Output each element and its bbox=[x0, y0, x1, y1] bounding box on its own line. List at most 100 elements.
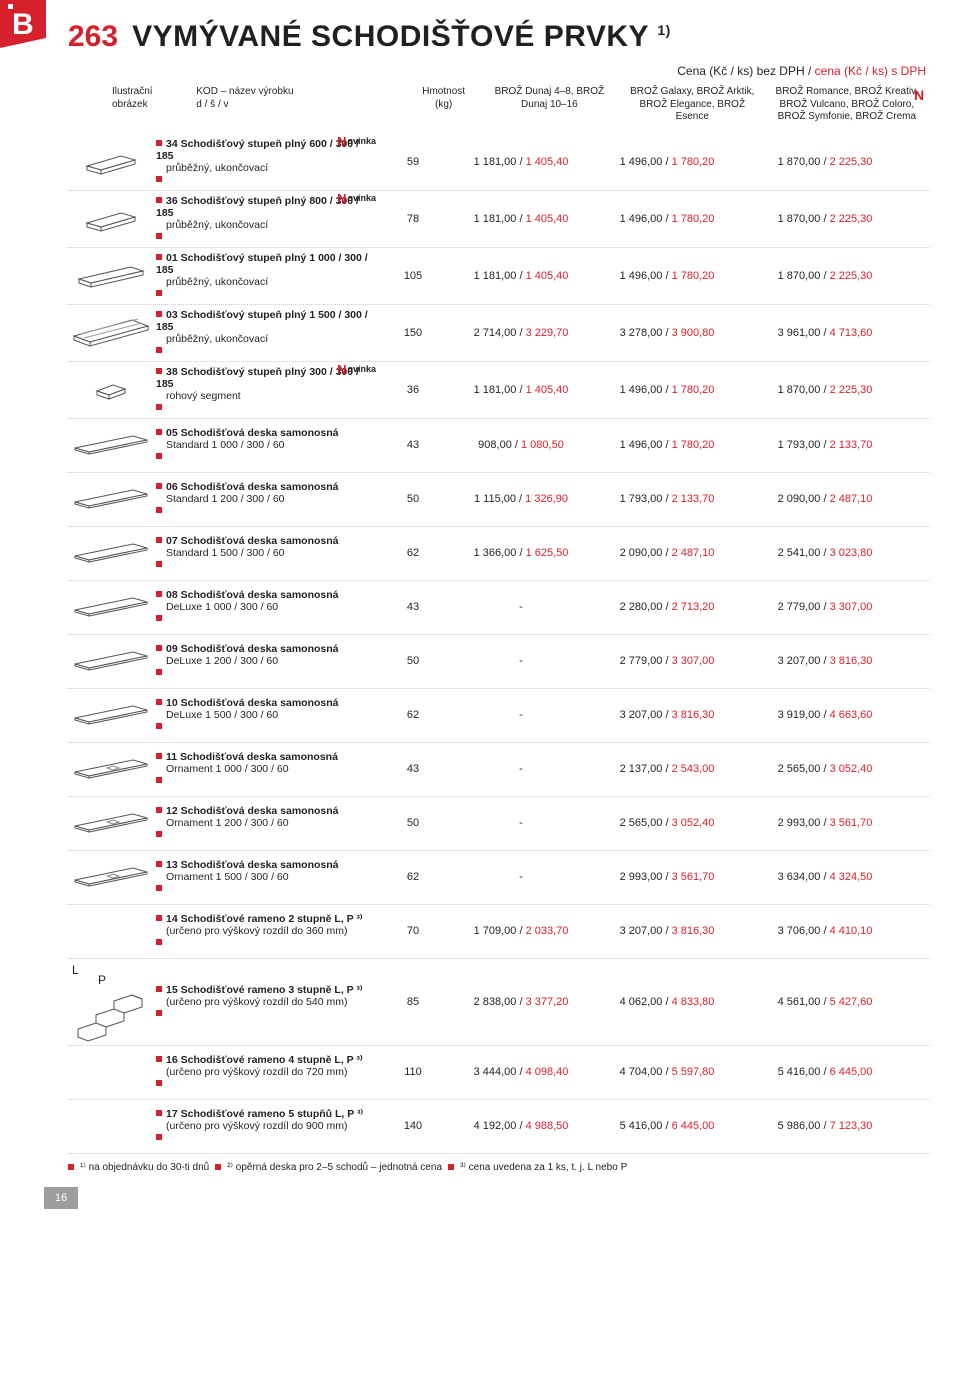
table-row: 05 Schodišťová deska samonosnáStandard 1… bbox=[68, 419, 930, 473]
product-name: 12 Schodišťová deska samonosná bbox=[166, 805, 339, 817]
product-name: 36 Schodišťový stupeň plný 800 / 300 / 1… bbox=[156, 195, 359, 219]
product-sub: Ornament 1 500 / 300 / 60 bbox=[166, 871, 376, 883]
price-col2: 2 779,00 / 3 307,00 bbox=[594, 655, 740, 667]
product-illustration bbox=[68, 650, 154, 672]
product-description: 15 Schodišťové rameno 3 stupně L, P ³⁾(u… bbox=[154, 980, 378, 1024]
price-col3: 2 541,00 / 3 023,80 bbox=[740, 547, 910, 559]
table-row: 17 Schodišťové rameno 5 stupňů L, P ³⁾(u… bbox=[68, 1100, 930, 1154]
product-sub: DeLuxe 1 000 / 300 / 60 bbox=[166, 601, 376, 613]
product-illustration bbox=[68, 261, 154, 291]
bullet-icon bbox=[156, 807, 162, 813]
price-col1: - bbox=[448, 601, 594, 613]
price-col2: 4 704,00 / 5 597,80 bbox=[594, 1066, 740, 1078]
product-name: 10 Schodišťová deska samonosná bbox=[166, 697, 339, 709]
product-sub: Ornament 1 000 / 300 / 60 bbox=[166, 763, 376, 775]
product-illustration bbox=[68, 434, 154, 456]
label-L: L bbox=[72, 963, 79, 977]
bullet-icon bbox=[156, 453, 162, 459]
table-row: Novinka36 Schodišťový stupeň plný 800 / … bbox=[68, 191, 930, 248]
bullet-icon bbox=[215, 1164, 221, 1170]
table-row: 14 Schodišťové rameno 2 stupně L, P ³⁾(u… bbox=[68, 905, 930, 959]
weight-value: 59 bbox=[378, 156, 448, 168]
product-illustration bbox=[68, 316, 154, 350]
weight-value: 50 bbox=[378, 655, 448, 667]
novinka-badge: Novinka bbox=[337, 362, 376, 377]
price-col1: 1 709,00 / 2 033,70 bbox=[448, 925, 594, 937]
price-col1: - bbox=[448, 709, 594, 721]
product-description: 17 Schodišťové rameno 5 stupňů L, P ³⁾(u… bbox=[154, 1104, 378, 1148]
weight-value: 140 bbox=[378, 1120, 448, 1132]
product-description: 16 Schodišťové rameno 4 stupně L, P ³⁾(u… bbox=[154, 1050, 378, 1094]
weight-value: 43 bbox=[378, 439, 448, 451]
badge-logo: B bbox=[0, 0, 46, 48]
price-col3: 4 561,00 / 5 427,60 bbox=[740, 996, 910, 1008]
price-col3: 2 565,00 / 3 052,40 bbox=[740, 763, 910, 775]
price-col3: 3 207,00 / 3 816,30 bbox=[740, 655, 910, 667]
price-col2: 2 090,00 / 2 487,10 bbox=[594, 547, 740, 559]
col-price2: BROŽ Galaxy, BROŽ Arktik, BROŽ Elegance,… bbox=[621, 82, 764, 128]
weight-value: 43 bbox=[378, 601, 448, 613]
table-row: 12 Schodišťová deska samonosnáOrnament 1… bbox=[68, 797, 930, 851]
product-description: 05 Schodišťová deska samonosnáStandard 1… bbox=[154, 423, 378, 467]
bullet-icon bbox=[156, 429, 162, 435]
table-row: 03 Schodišťový stupeň plný 1 500 / 300 /… bbox=[68, 305, 930, 362]
weight-value: 70 bbox=[378, 925, 448, 937]
col-price3: BROŽ Romance, BROŽ Kreativ, BROŽ Vulcano… bbox=[764, 82, 930, 128]
bullet-icon bbox=[156, 311, 162, 317]
price-col1: 1 181,00 / 1 405,40 bbox=[448, 156, 594, 168]
page-footer-number: 16 bbox=[44, 1187, 78, 1209]
bullet-icon bbox=[156, 347, 162, 353]
bullet-icon bbox=[156, 699, 162, 705]
svg-text:B: B bbox=[12, 8, 34, 41]
price-col2: 1 496,00 / 1 780,20 bbox=[594, 439, 740, 451]
product-name: 06 Schodišťová deska samonosná bbox=[166, 481, 339, 493]
product-name: 13 Schodišťová deska samonosná bbox=[166, 859, 339, 871]
price-col2: 5 416,00 / 6 445,00 bbox=[594, 1120, 740, 1132]
footnote-2: ²⁾ opěrná deska pro 2–5 schodů – jednotn… bbox=[227, 1162, 442, 1173]
col-kod: KOD – název výrobkud / š / v bbox=[190, 82, 409, 128]
bullet-icon bbox=[156, 254, 162, 260]
col-weight: Hmotnost (kg) bbox=[409, 82, 478, 128]
product-description: 08 Schodišťová deska samonosnáDeLuxe 1 0… bbox=[154, 585, 378, 629]
weight-value: 150 bbox=[378, 327, 448, 339]
footnote-1: ¹⁾ na objednávku do 30-ti dnů bbox=[80, 1162, 209, 1173]
price-col2: 2 993,00 / 3 561,70 bbox=[594, 871, 740, 883]
bullet-icon bbox=[448, 1164, 454, 1170]
product-description: 12 Schodišťová deska samonosnáOrnament 1… bbox=[154, 801, 378, 845]
bullet-icon bbox=[68, 1164, 74, 1170]
product-sub: DeLuxe 1 500 / 300 / 60 bbox=[166, 709, 376, 721]
product-sub: Standard 1 200 / 300 / 60 bbox=[166, 493, 376, 505]
price-col2: 2 565,00 / 3 052,40 bbox=[594, 817, 740, 829]
price-col2: 4 062,00 / 4 833,80 bbox=[594, 996, 740, 1008]
table-row: 07 Schodišťová deska samonosnáStandard 1… bbox=[68, 527, 930, 581]
product-sub: průběžný, ukončovací bbox=[166, 219, 376, 231]
bullet-icon bbox=[156, 915, 162, 921]
product-illustration bbox=[68, 488, 154, 510]
price-col1: - bbox=[448, 655, 594, 667]
table-row: 06 Schodišťová deska samonosnáStandard 1… bbox=[68, 473, 930, 527]
product-name: 16 Schodišťové rameno 4 stupně L, P ³⁾ bbox=[166, 1054, 362, 1066]
price-col3: 1 870,00 / 2 225,30 bbox=[740, 384, 910, 396]
col-price1: BROŽ Dunaj 4–8, BROŽ Dunaj 10–16 bbox=[478, 82, 621, 128]
bullet-icon bbox=[156, 404, 162, 410]
weight-value: 110 bbox=[378, 1066, 448, 1078]
footnote-3: ³⁾ cena uvedena za 1 ks, t. j. L nebo P bbox=[460, 1162, 627, 1173]
product-name: 15 Schodišťové rameno 3 stupně L, P ³⁾ bbox=[166, 984, 362, 996]
bullet-icon bbox=[156, 615, 162, 621]
price-col1: 1 181,00 / 1 405,40 bbox=[448, 384, 594, 396]
novinka-icon: N bbox=[337, 362, 346, 377]
page-title: VYMÝVANÉ SCHODIŠŤOVÉ PRVKY 1) bbox=[132, 20, 671, 54]
product-name: 17 Schodišťové rameno 5 stupňů L, P ³⁾ bbox=[166, 1108, 363, 1120]
product-sub: (určeno pro výškový rozdíl do 720 mm) bbox=[166, 1066, 376, 1078]
price-col1: 1 366,00 / 1 625,50 bbox=[448, 547, 594, 559]
price-col2: 3 207,00 / 3 816,30 bbox=[594, 925, 740, 937]
weight-value: 78 bbox=[378, 213, 448, 225]
price-col2: 3 278,00 / 3 900,80 bbox=[594, 327, 740, 339]
product-name: 14 Schodišťové rameno 2 stupně L, P ³⁾ bbox=[166, 913, 362, 925]
price-col3: 5 986,00 / 7 123,30 bbox=[740, 1120, 910, 1132]
bullet-icon bbox=[156, 176, 162, 182]
novinka-badge: Novinka bbox=[337, 134, 376, 149]
product-name: 05 Schodišťová deska samonosná bbox=[166, 427, 339, 439]
product-illustration bbox=[68, 596, 154, 618]
price-col3: 1 870,00 / 2 225,30 bbox=[740, 213, 910, 225]
